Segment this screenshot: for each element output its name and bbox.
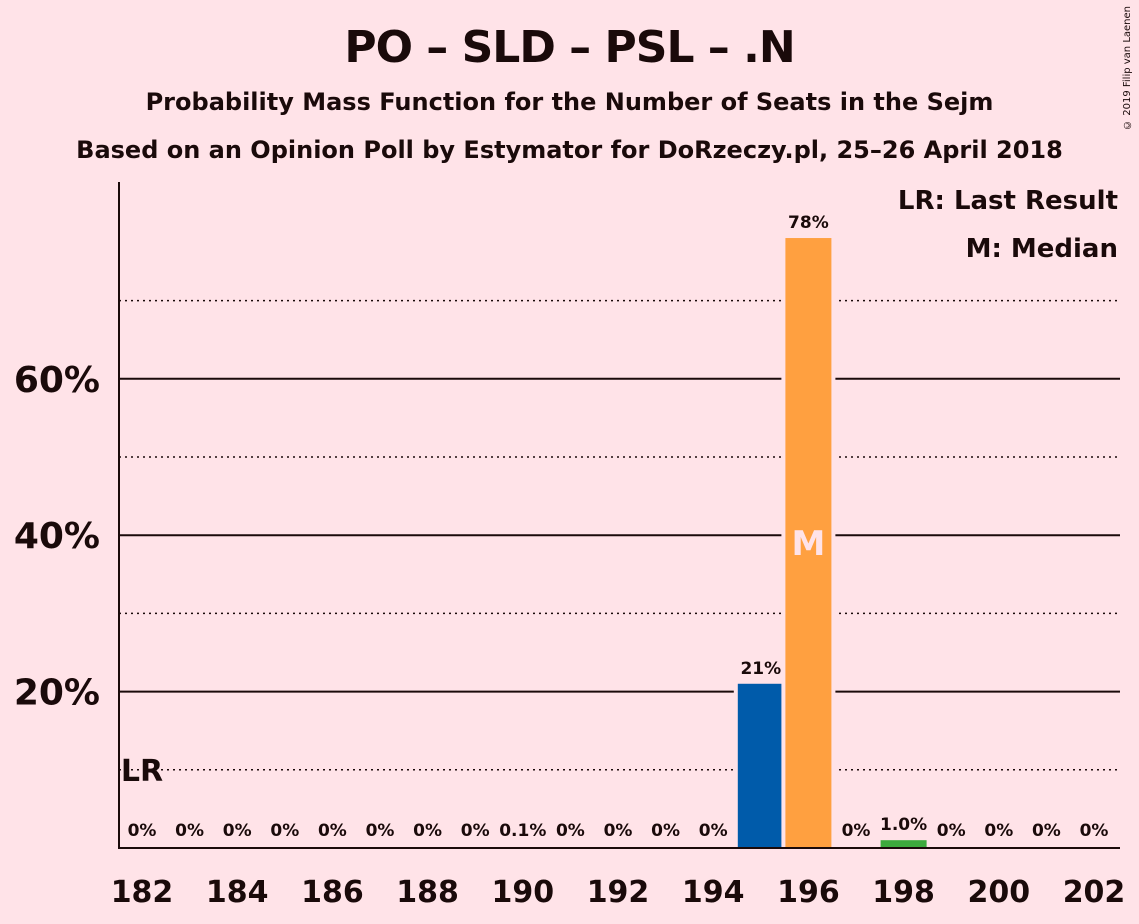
data-label-195: 21%	[740, 659, 781, 679]
bar-195	[737, 683, 784, 847]
x-tick-label-194: 194	[682, 875, 745, 910]
gridlines	[119, 299, 1120, 771]
median-marker: M	[791, 524, 825, 564]
chart-title: PO – SLD – PSL – .N	[344, 22, 795, 73]
data-label-192: 0%	[604, 821, 633, 841]
x-tick-label-202: 202	[1063, 875, 1126, 910]
legend-last-result: LR: Last Result	[898, 186, 1118, 216]
data-label-184: 0%	[223, 821, 252, 841]
x-tick-label-192: 192	[587, 875, 650, 910]
x-tick-label-188: 188	[396, 875, 459, 910]
data-label-191: 0%	[556, 821, 585, 841]
data-label-183: 0%	[175, 821, 204, 841]
bar-196	[785, 238, 832, 848]
x-tick-label-200: 200	[967, 875, 1030, 910]
x-tick-label-190: 190	[491, 875, 554, 910]
legend-median: M: Median	[966, 234, 1118, 264]
data-label-198: 1.0%	[880, 815, 927, 835]
x-tick-label-182: 182	[111, 875, 174, 910]
bars	[733, 234, 927, 849]
data-label-188: 0%	[413, 821, 442, 841]
data-label-185: 0%	[270, 821, 299, 841]
x-tick-label-184: 184	[206, 875, 269, 910]
chart-subtitle: Probability Mass Function for the Number…	[145, 88, 994, 116]
data-label-187: 0%	[366, 821, 395, 841]
bar-198	[880, 840, 927, 847]
data-label-201: 0%	[1032, 821, 1061, 841]
data-label-189: 0%	[461, 821, 490, 841]
data-label-200: 0%	[984, 821, 1013, 841]
tick-labels: 20% 40% 60% 182 184 186 188 190 192 194 196 198 200 2…	[14, 360, 1125, 910]
data-label-182: 0%	[128, 821, 157, 841]
data-label-199: 0%	[937, 821, 966, 841]
data-labels: 0% 0% 0% 0% 0% 0% 0% 0% 0.1% 0% 0% 0% 0% 21% 78% 0% 1.0%…	[121, 213, 1109, 841]
data-label-196: 78%	[788, 213, 829, 233]
x-tick-label-196: 196	[777, 875, 840, 910]
data-label-202: 0%	[1080, 821, 1109, 841]
data-label-186: 0%	[318, 821, 347, 841]
data-label-197: 0%	[842, 821, 871, 841]
data-label-190: 0.1%	[499, 821, 546, 841]
x-tick-label-198: 198	[872, 875, 935, 910]
x-tick-label-186: 186	[301, 875, 364, 910]
chart-source-subtitle: Based on an Opinion Poll by Estymator fo…	[76, 136, 1063, 164]
y-tick-label-60: 60%	[14, 360, 100, 401]
data-label-193: 0%	[651, 821, 680, 841]
axes	[118, 182, 1120, 849]
data-label-194: 0%	[699, 821, 728, 841]
y-tick-label-40: 40%	[14, 516, 100, 557]
last-result-marker: LR	[121, 754, 163, 789]
y-tick-label-20: 20%	[14, 673, 100, 714]
